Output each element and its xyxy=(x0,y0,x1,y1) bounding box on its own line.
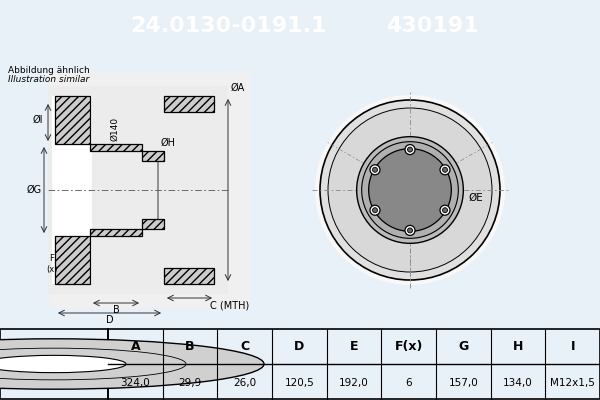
Text: G: G xyxy=(458,340,469,353)
Text: ®: ® xyxy=(434,230,445,240)
Circle shape xyxy=(368,149,451,231)
Circle shape xyxy=(362,142,458,238)
Circle shape xyxy=(356,137,463,243)
Text: B: B xyxy=(113,305,119,315)
Text: B: B xyxy=(185,340,195,353)
Text: ØI: ØI xyxy=(33,115,43,125)
Text: ØH: ØH xyxy=(161,138,176,148)
Text: I: I xyxy=(571,340,575,353)
Circle shape xyxy=(315,95,505,285)
Bar xyxy=(50,72,250,308)
Circle shape xyxy=(405,226,415,236)
Bar xyxy=(55,96,90,144)
Circle shape xyxy=(320,100,500,280)
Bar xyxy=(55,236,90,284)
Bar xyxy=(108,330,600,398)
Text: A: A xyxy=(131,340,140,353)
Bar xyxy=(90,229,142,236)
Circle shape xyxy=(373,208,377,213)
Circle shape xyxy=(407,147,413,152)
Circle shape xyxy=(328,108,492,272)
Circle shape xyxy=(407,228,413,233)
Bar xyxy=(142,151,164,161)
Polygon shape xyxy=(368,141,452,239)
Text: 26,0: 26,0 xyxy=(233,378,256,388)
Bar xyxy=(90,144,142,151)
Circle shape xyxy=(440,205,450,215)
Text: 192,0: 192,0 xyxy=(339,378,369,388)
Circle shape xyxy=(0,355,126,373)
Text: 24.0130-0191.1: 24.0130-0191.1 xyxy=(130,16,326,36)
Text: 120,5: 120,5 xyxy=(284,378,314,388)
Circle shape xyxy=(405,144,415,154)
Bar xyxy=(48,86,228,294)
Text: D: D xyxy=(294,340,304,353)
Text: 29,9: 29,9 xyxy=(178,378,202,388)
Bar xyxy=(52,96,92,284)
Text: Abbildung ähnlich: Abbildung ähnlich xyxy=(8,66,90,75)
Bar xyxy=(142,219,164,229)
Text: Ate: Ate xyxy=(397,206,454,234)
Text: 6: 6 xyxy=(406,378,412,388)
Text: M12x1,5: M12x1,5 xyxy=(550,378,595,388)
Text: C: C xyxy=(240,340,249,353)
Text: ØE: ØE xyxy=(469,193,483,203)
Text: Ø140: Ø140 xyxy=(110,117,119,141)
Text: 134,0: 134,0 xyxy=(503,378,533,388)
Circle shape xyxy=(370,165,380,175)
Circle shape xyxy=(440,165,450,175)
Circle shape xyxy=(373,153,447,227)
Bar xyxy=(164,268,214,284)
Circle shape xyxy=(443,208,448,213)
Text: E: E xyxy=(350,340,358,353)
Text: F
(x): F (x) xyxy=(46,254,58,274)
Circle shape xyxy=(370,205,380,215)
Circle shape xyxy=(367,146,454,234)
Text: 430191: 430191 xyxy=(386,16,478,36)
Text: ØA: ØA xyxy=(231,83,245,93)
Circle shape xyxy=(373,167,377,172)
Text: 157,0: 157,0 xyxy=(448,378,478,388)
Text: H: H xyxy=(513,340,523,353)
Text: ØG: ØG xyxy=(26,185,41,195)
Bar xyxy=(0,330,108,398)
Text: C (MTH): C (MTH) xyxy=(210,301,249,311)
Text: D: D xyxy=(106,315,114,325)
Circle shape xyxy=(0,339,264,389)
Circle shape xyxy=(443,167,448,172)
Text: F(x): F(x) xyxy=(394,340,423,353)
Text: Illustration similar: Illustration similar xyxy=(8,75,89,84)
Text: 324,0: 324,0 xyxy=(121,378,150,388)
Bar xyxy=(164,96,214,112)
